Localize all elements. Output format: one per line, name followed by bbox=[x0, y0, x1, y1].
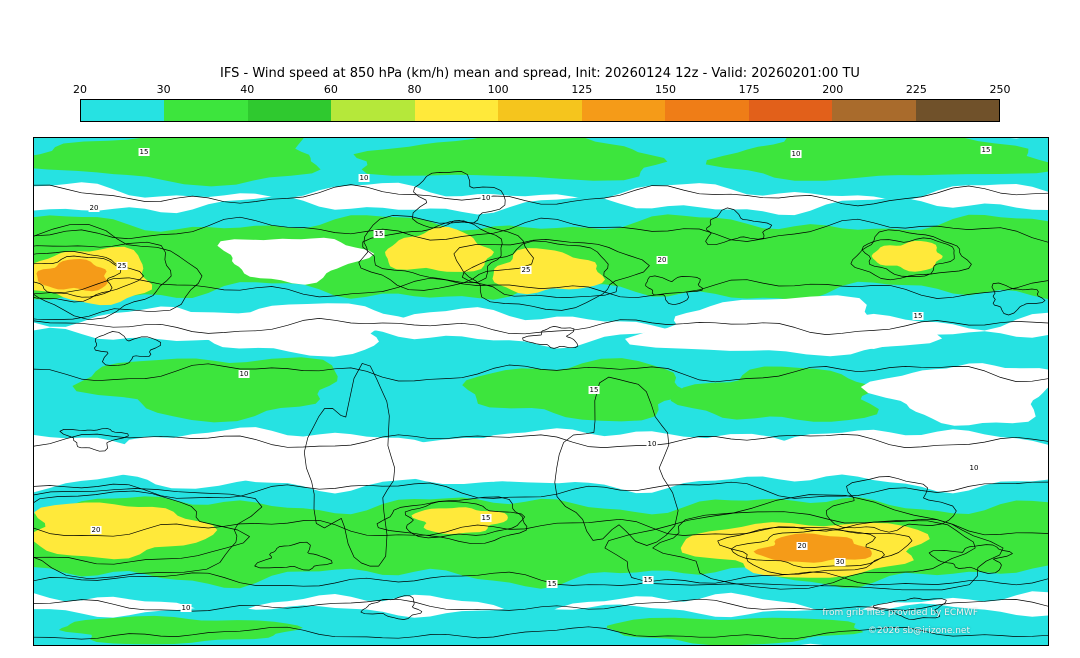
colorbar-tick-label: 60 bbox=[323, 83, 338, 96]
contour-line bbox=[928, 544, 1013, 574]
contour-line bbox=[825, 476, 957, 533]
contour-line bbox=[705, 207, 773, 246]
field-region bbox=[217, 237, 375, 285]
field-region bbox=[462, 358, 688, 422]
field-region bbox=[34, 502, 218, 560]
field-region bbox=[860, 363, 1048, 426]
contour-line bbox=[453, 239, 650, 311]
contour-line bbox=[34, 277, 1048, 299]
colorbar-segment bbox=[748, 100, 833, 121]
contour-line bbox=[376, 496, 528, 545]
contour-line bbox=[34, 598, 1048, 612]
figure-title: IFS - Wind speed at 850 hPa (km/h) mean … bbox=[220, 66, 860, 81]
colorbar-segment bbox=[915, 100, 999, 121]
colorbar-segment bbox=[81, 100, 165, 121]
field-region bbox=[107, 436, 358, 489]
colorbar-tick-label: 200 bbox=[822, 83, 844, 96]
contour-line bbox=[362, 220, 503, 284]
colorbar-segment bbox=[498, 100, 582, 121]
colorbar-tick-label: 125 bbox=[571, 83, 593, 96]
field-region bbox=[353, 138, 668, 181]
field-region bbox=[58, 615, 303, 645]
contour-line bbox=[34, 255, 122, 298]
field-region bbox=[645, 433, 881, 475]
map-panel: 15 10 10 15 20 25 15 10 25 20 15 10 15 10 20 15 20 30 15 10… bbox=[33, 137, 1049, 646]
contour-line bbox=[360, 595, 423, 620]
contour-line bbox=[34, 184, 1048, 207]
colorbar-ticks: 20 30 40 60 80 100 125 150 175 200 225 250 bbox=[73, 83, 1011, 97]
colorbar-tick-label: 30 bbox=[156, 83, 171, 96]
contour-line bbox=[34, 216, 1048, 243]
field-region bbox=[290, 437, 593, 484]
field-region bbox=[156, 303, 412, 357]
colorbar-tick-label: 20 bbox=[73, 83, 87, 96]
contour-line bbox=[34, 224, 203, 320]
contour-line bbox=[34, 241, 172, 321]
contour-line bbox=[34, 251, 144, 303]
field-region bbox=[36, 259, 108, 292]
wind-speed-field bbox=[34, 138, 1048, 645]
contour-line bbox=[554, 376, 679, 546]
colorbar-tick-label: 150 bbox=[654, 83, 676, 96]
contour-line bbox=[358, 215, 534, 291]
field-region bbox=[72, 357, 338, 423]
contour-line bbox=[991, 282, 1046, 316]
field-region bbox=[411, 507, 508, 535]
field-region bbox=[625, 295, 943, 357]
field-region bbox=[753, 533, 872, 563]
contour-line bbox=[34, 488, 263, 580]
contour-line bbox=[254, 541, 333, 571]
contour-line bbox=[34, 626, 1048, 640]
colorbar-tick-label: 225 bbox=[905, 83, 927, 96]
colorbar-segment bbox=[581, 100, 666, 121]
contour-line bbox=[34, 490, 250, 565]
contour-lines bbox=[34, 171, 1048, 640]
colorbar-segment bbox=[164, 100, 248, 121]
credit-copyright: ©2026 sb@irizone.net bbox=[868, 626, 970, 636]
field-region bbox=[492, 248, 606, 295]
contour-line bbox=[861, 237, 955, 277]
contour-line bbox=[303, 363, 396, 567]
contour-line bbox=[34, 433, 1048, 448]
contour-line bbox=[59, 427, 129, 452]
field-region bbox=[705, 138, 1048, 181]
contour-line bbox=[645, 275, 703, 306]
colorbar-segment bbox=[247, 100, 332, 121]
colorbar-tick-label: 250 bbox=[989, 83, 1011, 96]
contour-line bbox=[850, 229, 972, 281]
colorbar-tick-label: 175 bbox=[738, 83, 760, 96]
contour-line bbox=[412, 171, 506, 229]
colorbar-segment bbox=[665, 100, 749, 121]
contour-line bbox=[94, 331, 162, 366]
contour-line bbox=[34, 571, 1048, 587]
field-region bbox=[34, 138, 321, 187]
colorbar bbox=[80, 99, 1000, 122]
contour-line bbox=[717, 527, 913, 575]
field-region bbox=[385, 226, 494, 272]
colorbar-segment bbox=[414, 100, 499, 121]
colorbar-tick-label: 100 bbox=[487, 83, 509, 96]
credit-source: from grib files provided by ECMWF bbox=[822, 608, 978, 618]
field-region bbox=[670, 366, 879, 422]
colorbar-segment bbox=[331, 100, 415, 121]
colorbar-tick-label: 80 bbox=[407, 83, 422, 96]
world-map bbox=[34, 138, 1048, 645]
contour-line bbox=[34, 363, 1048, 383]
field-region bbox=[871, 240, 943, 272]
colorbar-tick-label: 40 bbox=[240, 83, 255, 96]
contour-line bbox=[652, 511, 976, 590]
colorbar-segment bbox=[832, 100, 916, 121]
contour-line bbox=[404, 500, 525, 539]
contour-line bbox=[522, 326, 579, 349]
contour-line bbox=[34, 481, 1048, 499]
contour-line bbox=[604, 494, 1004, 591]
contour-line bbox=[873, 597, 947, 620]
